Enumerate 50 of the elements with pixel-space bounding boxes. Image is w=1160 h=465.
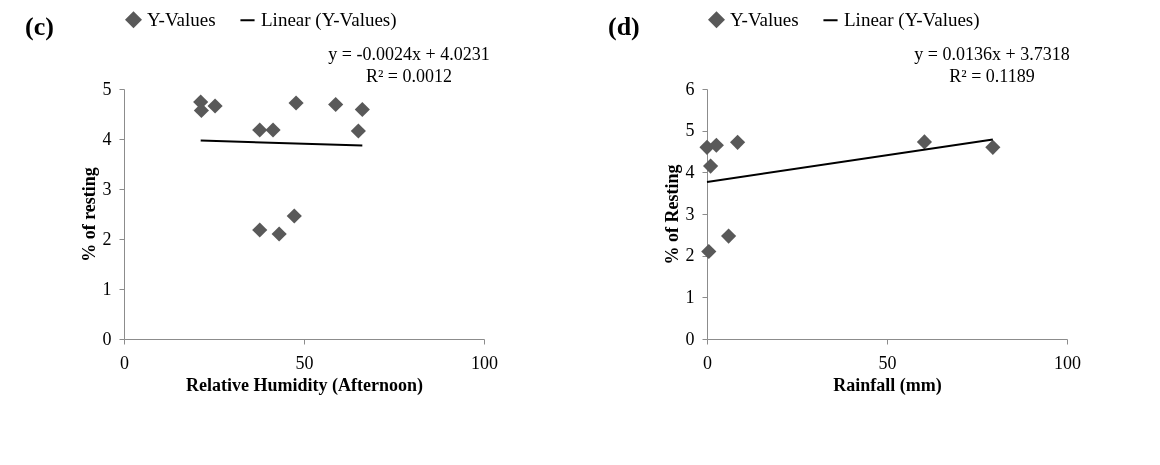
point [328, 96, 344, 113]
y-tick-label: 5 [685, 120, 695, 141]
point [354, 101, 370, 118]
point [708, 137, 724, 153]
legend-label: Linear (Y-Values) [261, 9, 397, 32]
chart-title: (c) [25, 12, 54, 41]
legend-label: Y-Values [730, 8, 799, 30]
y-tick-label: 5 [102, 78, 112, 99]
x-tick-label: 0 [120, 352, 129, 373]
y-tick-label: 2 [685, 245, 695, 266]
text: y = 0.0136x + 3.7318 [914, 44, 1070, 64]
point [701, 243, 717, 260]
y-tick-label: 3 [102, 178, 112, 199]
y-tick-label: 0 [685, 328, 695, 349]
point [730, 134, 746, 150]
y-axis-title: % of Resting [661, 164, 682, 265]
y-tick-label: 0 [102, 328, 112, 349]
y-tick-label: 1 [102, 278, 112, 299]
text: y = -0.0024x + 4.0231 [328, 44, 490, 64]
x-tick-label: 50 [295, 352, 314, 373]
x-tick-label: 100 [1054, 352, 1081, 373]
point [265, 122, 281, 138]
point [985, 139, 1001, 155]
point [288, 95, 304, 111]
text: R² = 0.0012 [365, 66, 453, 86]
text: R² = 0.1189 [949, 66, 1035, 86]
point [350, 123, 366, 139]
y-tick-label: 4 [102, 128, 112, 149]
legend-label: Linear (Y-Values) [844, 9, 980, 32]
point [207, 98, 223, 114]
point [286, 208, 302, 224]
x-axis-title: Rainfall (mm) [833, 374, 942, 396]
y-tick-label: 3 [685, 203, 695, 224]
y-axis-title: % of resting [78, 167, 99, 262]
point [721, 228, 737, 244]
point [271, 226, 287, 242]
y-tick-label: 1 [685, 286, 695, 307]
x-tick-label: 100 [471, 352, 498, 373]
point [252, 222, 268, 238]
y-tick-label: 6 [685, 78, 695, 99]
x-tick-label: 50 [878, 352, 897, 373]
chart-title: (d) [608, 12, 640, 41]
point [703, 158, 719, 174]
legend-label: Y-Values [147, 8, 216, 30]
x-tick-label: 0 [703, 352, 712, 373]
y-tick-label: 2 [102, 228, 112, 249]
point [916, 134, 933, 150]
y-tick-label: 4 [685, 161, 695, 182]
point [252, 122, 268, 138]
x-axis-title: Relative Humidity (Afternoon) [186, 374, 423, 396]
